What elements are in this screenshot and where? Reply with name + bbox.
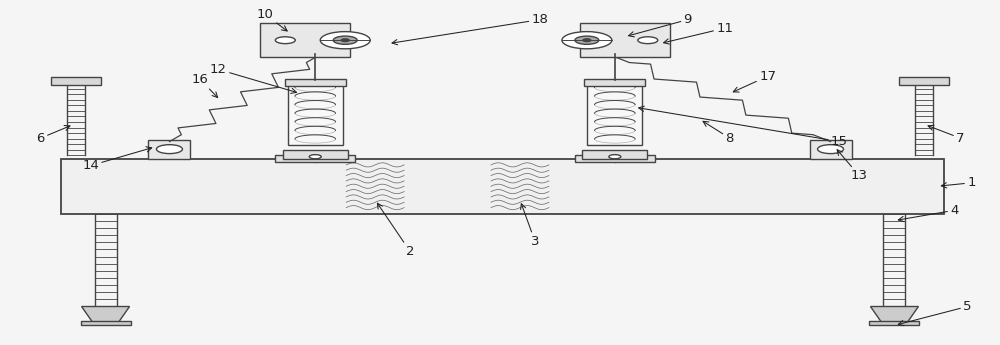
Circle shape: [638, 37, 658, 44]
Bar: [869, 321, 919, 325]
Text: 10: 10: [257, 8, 287, 31]
Circle shape: [333, 36, 357, 45]
Bar: [810, 140, 852, 159]
Text: 14: 14: [82, 147, 152, 172]
Bar: [582, 150, 647, 159]
Text: 4: 4: [898, 204, 959, 221]
Text: 16: 16: [192, 73, 218, 98]
Circle shape: [609, 155, 621, 159]
Bar: [260, 23, 350, 57]
Circle shape: [275, 37, 295, 44]
Text: 18: 18: [392, 13, 548, 45]
Bar: [81, 321, 131, 325]
Text: 7: 7: [928, 125, 965, 145]
Circle shape: [575, 36, 599, 45]
Text: 1: 1: [941, 176, 976, 189]
Bar: [587, 80, 642, 145]
Circle shape: [583, 39, 591, 42]
Text: 13: 13: [837, 150, 868, 183]
Circle shape: [818, 145, 844, 154]
Text: 12: 12: [210, 63, 296, 93]
Bar: [575, 155, 655, 161]
Bar: [584, 79, 645, 86]
Text: 2: 2: [377, 203, 414, 258]
Circle shape: [562, 32, 612, 49]
Polygon shape: [870, 306, 918, 324]
Bar: [61, 159, 944, 214]
Text: 9: 9: [629, 13, 692, 37]
Text: 6: 6: [36, 126, 70, 145]
Circle shape: [341, 39, 349, 42]
Text: 8: 8: [703, 121, 734, 145]
Circle shape: [156, 145, 182, 154]
Circle shape: [309, 155, 321, 159]
Bar: [899, 77, 949, 85]
Text: 5: 5: [898, 300, 972, 326]
Bar: [148, 140, 190, 159]
Text: 3: 3: [521, 204, 539, 248]
Polygon shape: [82, 306, 130, 324]
Bar: [51, 77, 101, 85]
Bar: [283, 150, 348, 159]
Text: 15: 15: [639, 106, 848, 148]
Text: 11: 11: [664, 22, 733, 44]
Bar: [580, 23, 670, 57]
Bar: [285, 79, 346, 86]
Bar: [288, 80, 343, 145]
Bar: [275, 155, 355, 161]
Circle shape: [320, 32, 370, 49]
Text: 17: 17: [733, 70, 776, 92]
